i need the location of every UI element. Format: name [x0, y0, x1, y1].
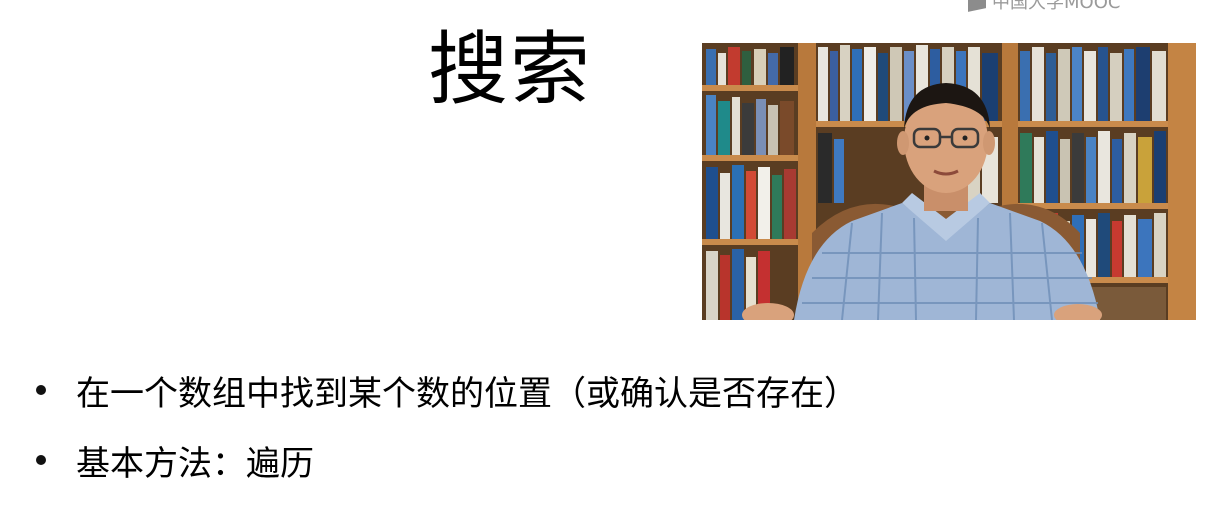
watermark-text: 中国大学MOOC [992, 0, 1121, 13]
bullet-dot-icon [36, 455, 46, 465]
mooc-logo-icon [968, 0, 986, 12]
bullet-item-1: 在一个数组中找到某个数的位置（或确认是否存在） [36, 372, 858, 414]
bullet-list: 在一个数组中找到某个数的位置（或确认是否存在） 基本方法：遍历 [36, 372, 858, 512]
bullet-dot-icon [36, 385, 46, 395]
slide-title: 搜索 [428, 23, 592, 116]
mooc-watermark: 中国大学MOOC [968, 0, 1121, 13]
lecturer-video[interactable] [702, 43, 1196, 320]
lecturer-video-frame [702, 43, 1196, 320]
bullet-text-1: 在一个数组中找到某个数的位置（或确认是否存在） [76, 373, 858, 414]
bullet-text-2: 基本方法：遍历 [76, 443, 314, 484]
bullet-item-2: 基本方法：遍历 [36, 442, 858, 484]
